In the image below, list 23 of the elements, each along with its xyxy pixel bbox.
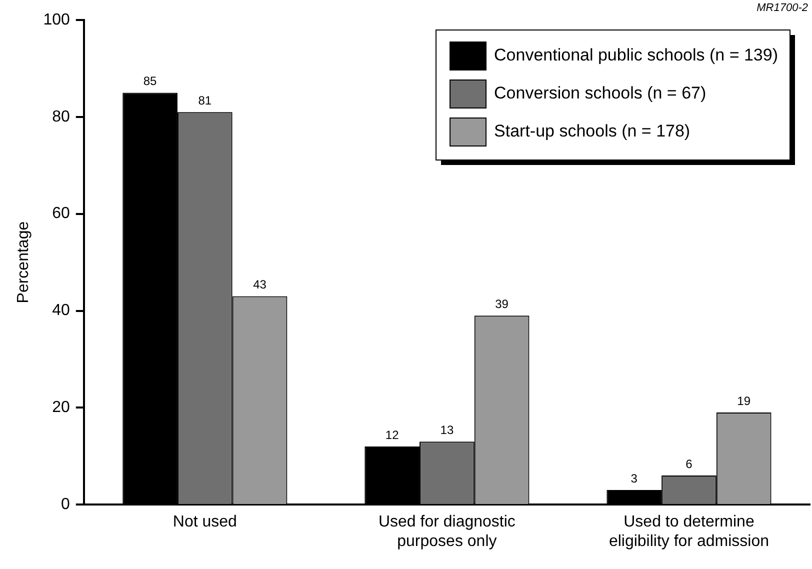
y-tick-label: 60 bbox=[52, 205, 70, 222]
data-label: 39 bbox=[495, 296, 509, 311]
data-label: 85 bbox=[143, 74, 158, 88]
y-tick-label: 20 bbox=[52, 399, 70, 416]
x-tick-label: Used for diagnostic purposes only bbox=[378, 514, 516, 550]
text: MR1700-2 bbox=[756, 2, 808, 14]
data-label: 3 bbox=[630, 471, 638, 486]
y-tick-label: 0 bbox=[60, 496, 70, 514]
legend-label: Conversion schools (n = 67) bbox=[494, 84, 706, 103]
data-label: 43 bbox=[253, 278, 267, 292]
y-tick-label: 100 bbox=[43, 11, 70, 28]
data-label: 12 bbox=[385, 428, 400, 442]
x-tick-label: Not used bbox=[172, 514, 237, 531]
legend-label: Conventional public schools (n = 139) bbox=[494, 46, 778, 65]
data-label: 19 bbox=[737, 394, 751, 408]
x-tick-label: Used to determine eligibility for admission bbox=[608, 514, 770, 550]
legend-label: Start-up schools (n = 178) bbox=[494, 122, 690, 141]
data-label: 13 bbox=[440, 422, 454, 437]
y-axis-title: Percentage bbox=[15, 221, 32, 304]
y-tick-label: 80 bbox=[52, 108, 70, 126]
data-label: 6 bbox=[686, 456, 693, 471]
data-label: 81 bbox=[198, 93, 212, 108]
y-tick-label: 40 bbox=[52, 302, 70, 320]
